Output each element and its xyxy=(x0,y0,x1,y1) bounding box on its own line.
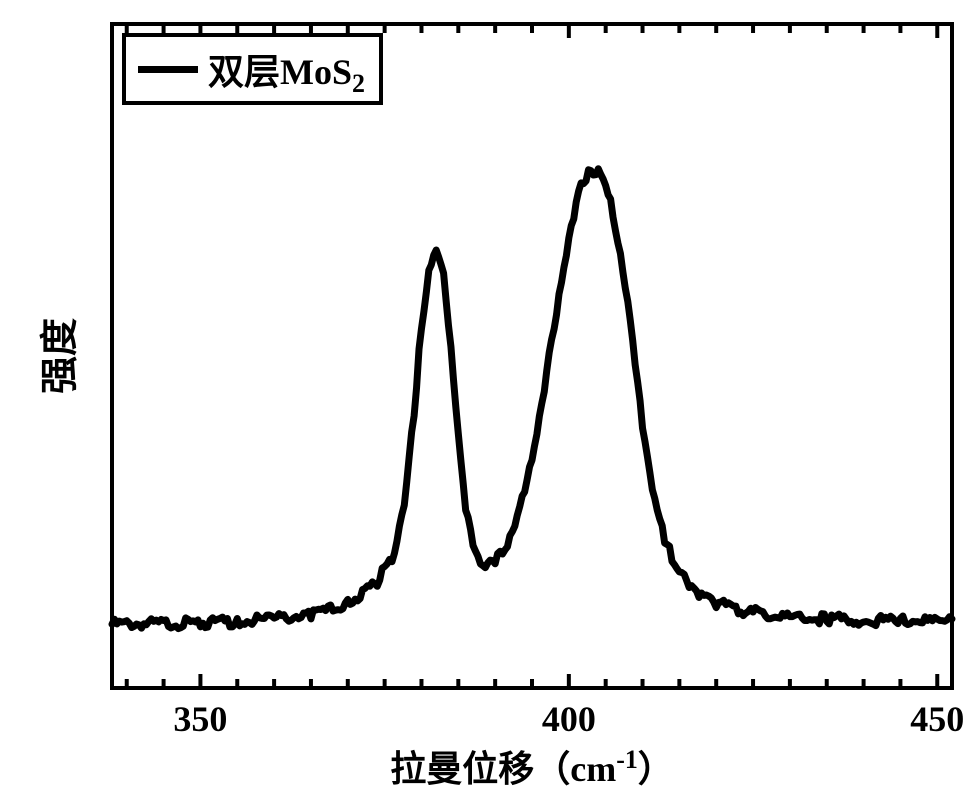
chart-canvas xyxy=(0,0,968,792)
spectrum-line xyxy=(112,169,952,629)
legend-line-sample xyxy=(138,66,198,73)
y-axis-label: 强度 xyxy=(29,318,84,394)
legend: 双层MoS2 xyxy=(122,33,383,105)
x-tick-label: 400 xyxy=(542,698,596,740)
x-axis-label: 拉曼位移（cm-1） xyxy=(390,740,674,792)
raman-spectrum-figure: 强度 拉曼位移（cm-1） 350 400 450 双层MoS2 xyxy=(0,0,968,792)
x-tick-label: 450 xyxy=(910,698,964,740)
x-tick-label: 350 xyxy=(173,698,227,740)
legend-label: 双层MoS2 xyxy=(208,43,365,95)
